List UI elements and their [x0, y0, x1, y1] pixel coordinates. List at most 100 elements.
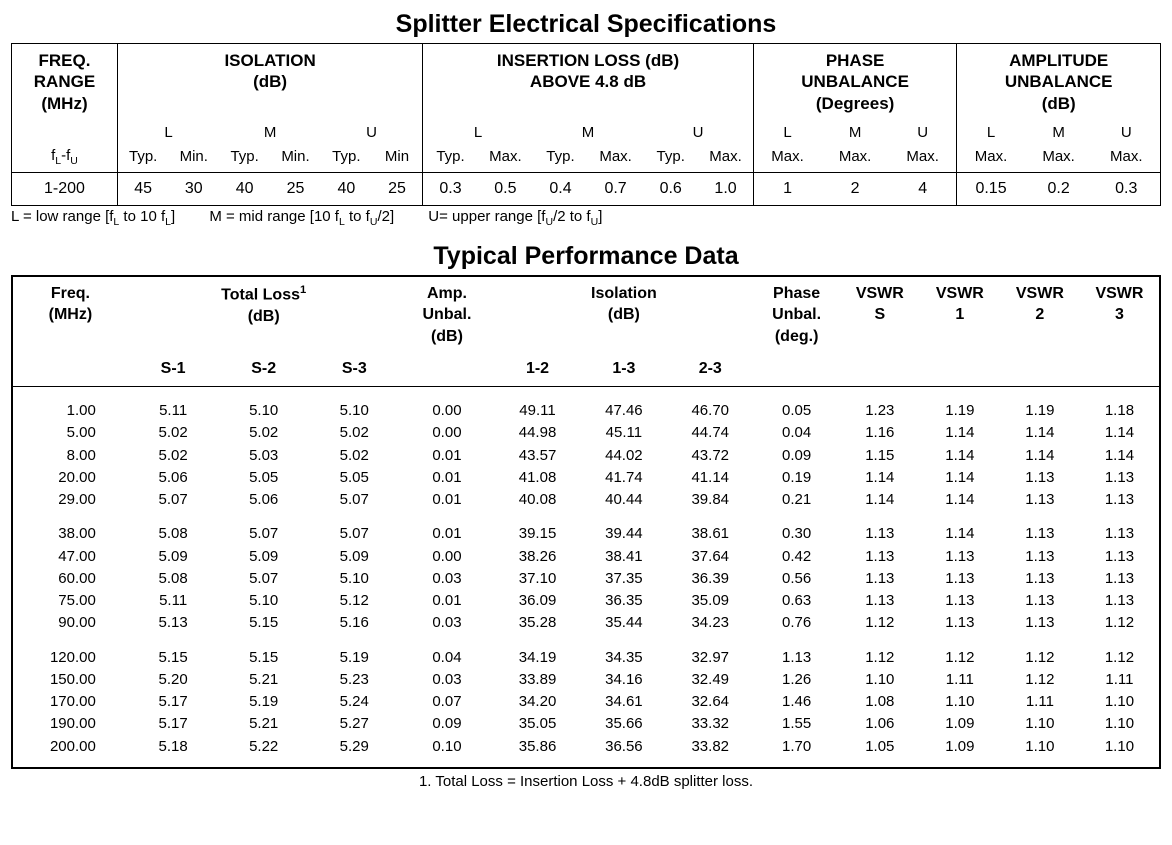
- perf-cell: 5.08: [128, 523, 219, 545]
- perf-cell: 1.13: [1000, 523, 1080, 545]
- perf-cell: 5.15: [218, 612, 309, 634]
- perf-cell: 0.76: [753, 612, 839, 634]
- perf-cell: 1.14: [920, 445, 1000, 467]
- perf-col-phase: PhaseUnbal.(deg.): [753, 276, 839, 349]
- perf-cell: 5.20: [128, 669, 219, 691]
- band-label: M: [1025, 116, 1093, 145]
- perf-cell: 47.46: [581, 387, 667, 423]
- perf-cell: 45.11: [581, 422, 667, 444]
- spec-data: 25: [270, 172, 321, 205]
- perf-cell: 5.02: [309, 422, 400, 444]
- perf-cell-freq: 38.00: [12, 523, 128, 545]
- band-label: U: [1093, 116, 1161, 145]
- perf-cell: 1.08: [840, 691, 920, 713]
- perf-cell: 37.64: [667, 546, 753, 568]
- perf-cell: 0.04: [753, 422, 839, 444]
- spec-col-freq: FREQ.RANGE(MHz): [12, 44, 118, 145]
- spec-data: 1: [753, 172, 821, 205]
- perf-cell: 1.11: [1000, 691, 1080, 713]
- perf-cell: 5.12: [309, 590, 400, 612]
- perf-col-vswr-3: VSWR3: [1080, 276, 1160, 349]
- perf-cell: 5.09: [309, 546, 400, 568]
- perf-cell: 0.09: [400, 713, 495, 735]
- perf-cell: 5.10: [218, 387, 309, 423]
- perf-cell: 1.13: [1000, 568, 1080, 590]
- perf-cell: 5.05: [218, 467, 309, 489]
- spec-sub: Typ.: [321, 145, 372, 173]
- perf-cell: 5.17: [128, 713, 219, 735]
- perf-cell: 0.56: [753, 568, 839, 590]
- row-gap: [12, 635, 1160, 647]
- perf-cell-freq: 5.00: [12, 422, 128, 444]
- perf-cell: 39.84: [667, 489, 753, 511]
- perf-cell-freq: 150.00: [12, 669, 128, 691]
- spec-sub: Min.: [168, 145, 219, 173]
- perf-cell: 1.14: [1000, 445, 1080, 467]
- perf-sub: S-1: [128, 348, 219, 386]
- perf-cell: 34.16: [581, 669, 667, 691]
- perf-cell: 1.14: [920, 422, 1000, 444]
- spec-sub: Typ.: [117, 145, 168, 173]
- perf-cell: 5.15: [128, 647, 219, 669]
- perf-cell: 1.13: [1080, 489, 1160, 511]
- spec-sub: Typ.: [219, 145, 270, 173]
- spec-data: 0.6: [643, 172, 698, 205]
- spec-data: 0.15: [957, 172, 1025, 205]
- perf-footnote: 1. Total Loss = Insertion Loss + 4.8dB s…: [10, 773, 1162, 790]
- perf-cell: 1.19: [1000, 387, 1080, 423]
- perf-cell: 0.01: [400, 445, 495, 467]
- perf-cell: 5.17: [128, 691, 219, 713]
- table-row: 150.005.205.215.230.0333.8934.1632.491.2…: [12, 669, 1160, 691]
- perf-cell: 1.12: [1080, 647, 1160, 669]
- spec-col-phase: PHASEUNBALANCE(Degrees): [753, 44, 957, 116]
- perf-cell-freq: 20.00: [12, 467, 128, 489]
- perf-cell: 1.13: [1000, 590, 1080, 612]
- legend-l: L = low range [fL to 10 fL]: [11, 208, 175, 228]
- perf-cell: 0.04: [400, 647, 495, 669]
- perf-cell-freq: 200.00: [12, 736, 128, 768]
- perf-cell-freq: 90.00: [12, 612, 128, 634]
- spec-data: 0.4: [533, 172, 588, 205]
- perf-cell: 1.13: [1000, 467, 1080, 489]
- perf-cell: 38.41: [581, 546, 667, 568]
- perf-cell: 32.49: [667, 669, 753, 691]
- perf-cell: 0.10: [400, 736, 495, 768]
- perf-cell: 5.02: [128, 422, 219, 444]
- perf-cell: 1.13: [840, 568, 920, 590]
- perf-cell: 0.03: [400, 612, 495, 634]
- perf-cell: 1.14: [840, 467, 920, 489]
- band-label: M: [533, 116, 643, 145]
- perf-cell: 32.64: [667, 691, 753, 713]
- perf-cell: 1.19: [920, 387, 1000, 423]
- table-row: 75.005.115.105.120.0136.0936.3535.090.63…: [12, 590, 1160, 612]
- perf-cell: 5.08: [128, 568, 219, 590]
- perf-cell: 44.74: [667, 422, 753, 444]
- perf-cell: 0.00: [400, 546, 495, 568]
- perf-cell: 40.44: [581, 489, 667, 511]
- perf-cell-freq: 190.00: [12, 713, 128, 735]
- perf-cell: 5.02: [309, 445, 400, 467]
- spec-col-insertion: INSERTION LOSS (dB)ABOVE 4.8 dB: [423, 44, 754, 116]
- perf-cell: 5.22: [218, 736, 309, 768]
- perf-cell: 1.13: [1080, 467, 1160, 489]
- spec-data: 4: [889, 172, 957, 205]
- perf-cell: 1.12: [920, 647, 1000, 669]
- perf-cell: 0.03: [400, 568, 495, 590]
- perf-cell: 43.57: [494, 445, 580, 467]
- spec-data: 0.5: [478, 172, 533, 205]
- spec-sub: Max.: [1093, 145, 1161, 173]
- perf-cell: 36.09: [494, 590, 580, 612]
- perf-cell: 5.23: [309, 669, 400, 691]
- perf-cell: 1.06: [840, 713, 920, 735]
- perf-cell: 5.21: [218, 669, 309, 691]
- perf-cell: 36.35: [581, 590, 667, 612]
- perf-cell: 35.86: [494, 736, 580, 768]
- perf-cell: 1.14: [920, 467, 1000, 489]
- perf-cell: 1.10: [920, 691, 1000, 713]
- perf-sub: 2-3: [667, 348, 753, 386]
- perf-cell: 39.44: [581, 523, 667, 545]
- perf-cell: 1.13: [920, 546, 1000, 568]
- perf-cell: 5.15: [218, 647, 309, 669]
- perf-cell-freq: 60.00: [12, 568, 128, 590]
- table-row: 200.005.185.225.290.1035.8636.5633.821.7…: [12, 736, 1160, 768]
